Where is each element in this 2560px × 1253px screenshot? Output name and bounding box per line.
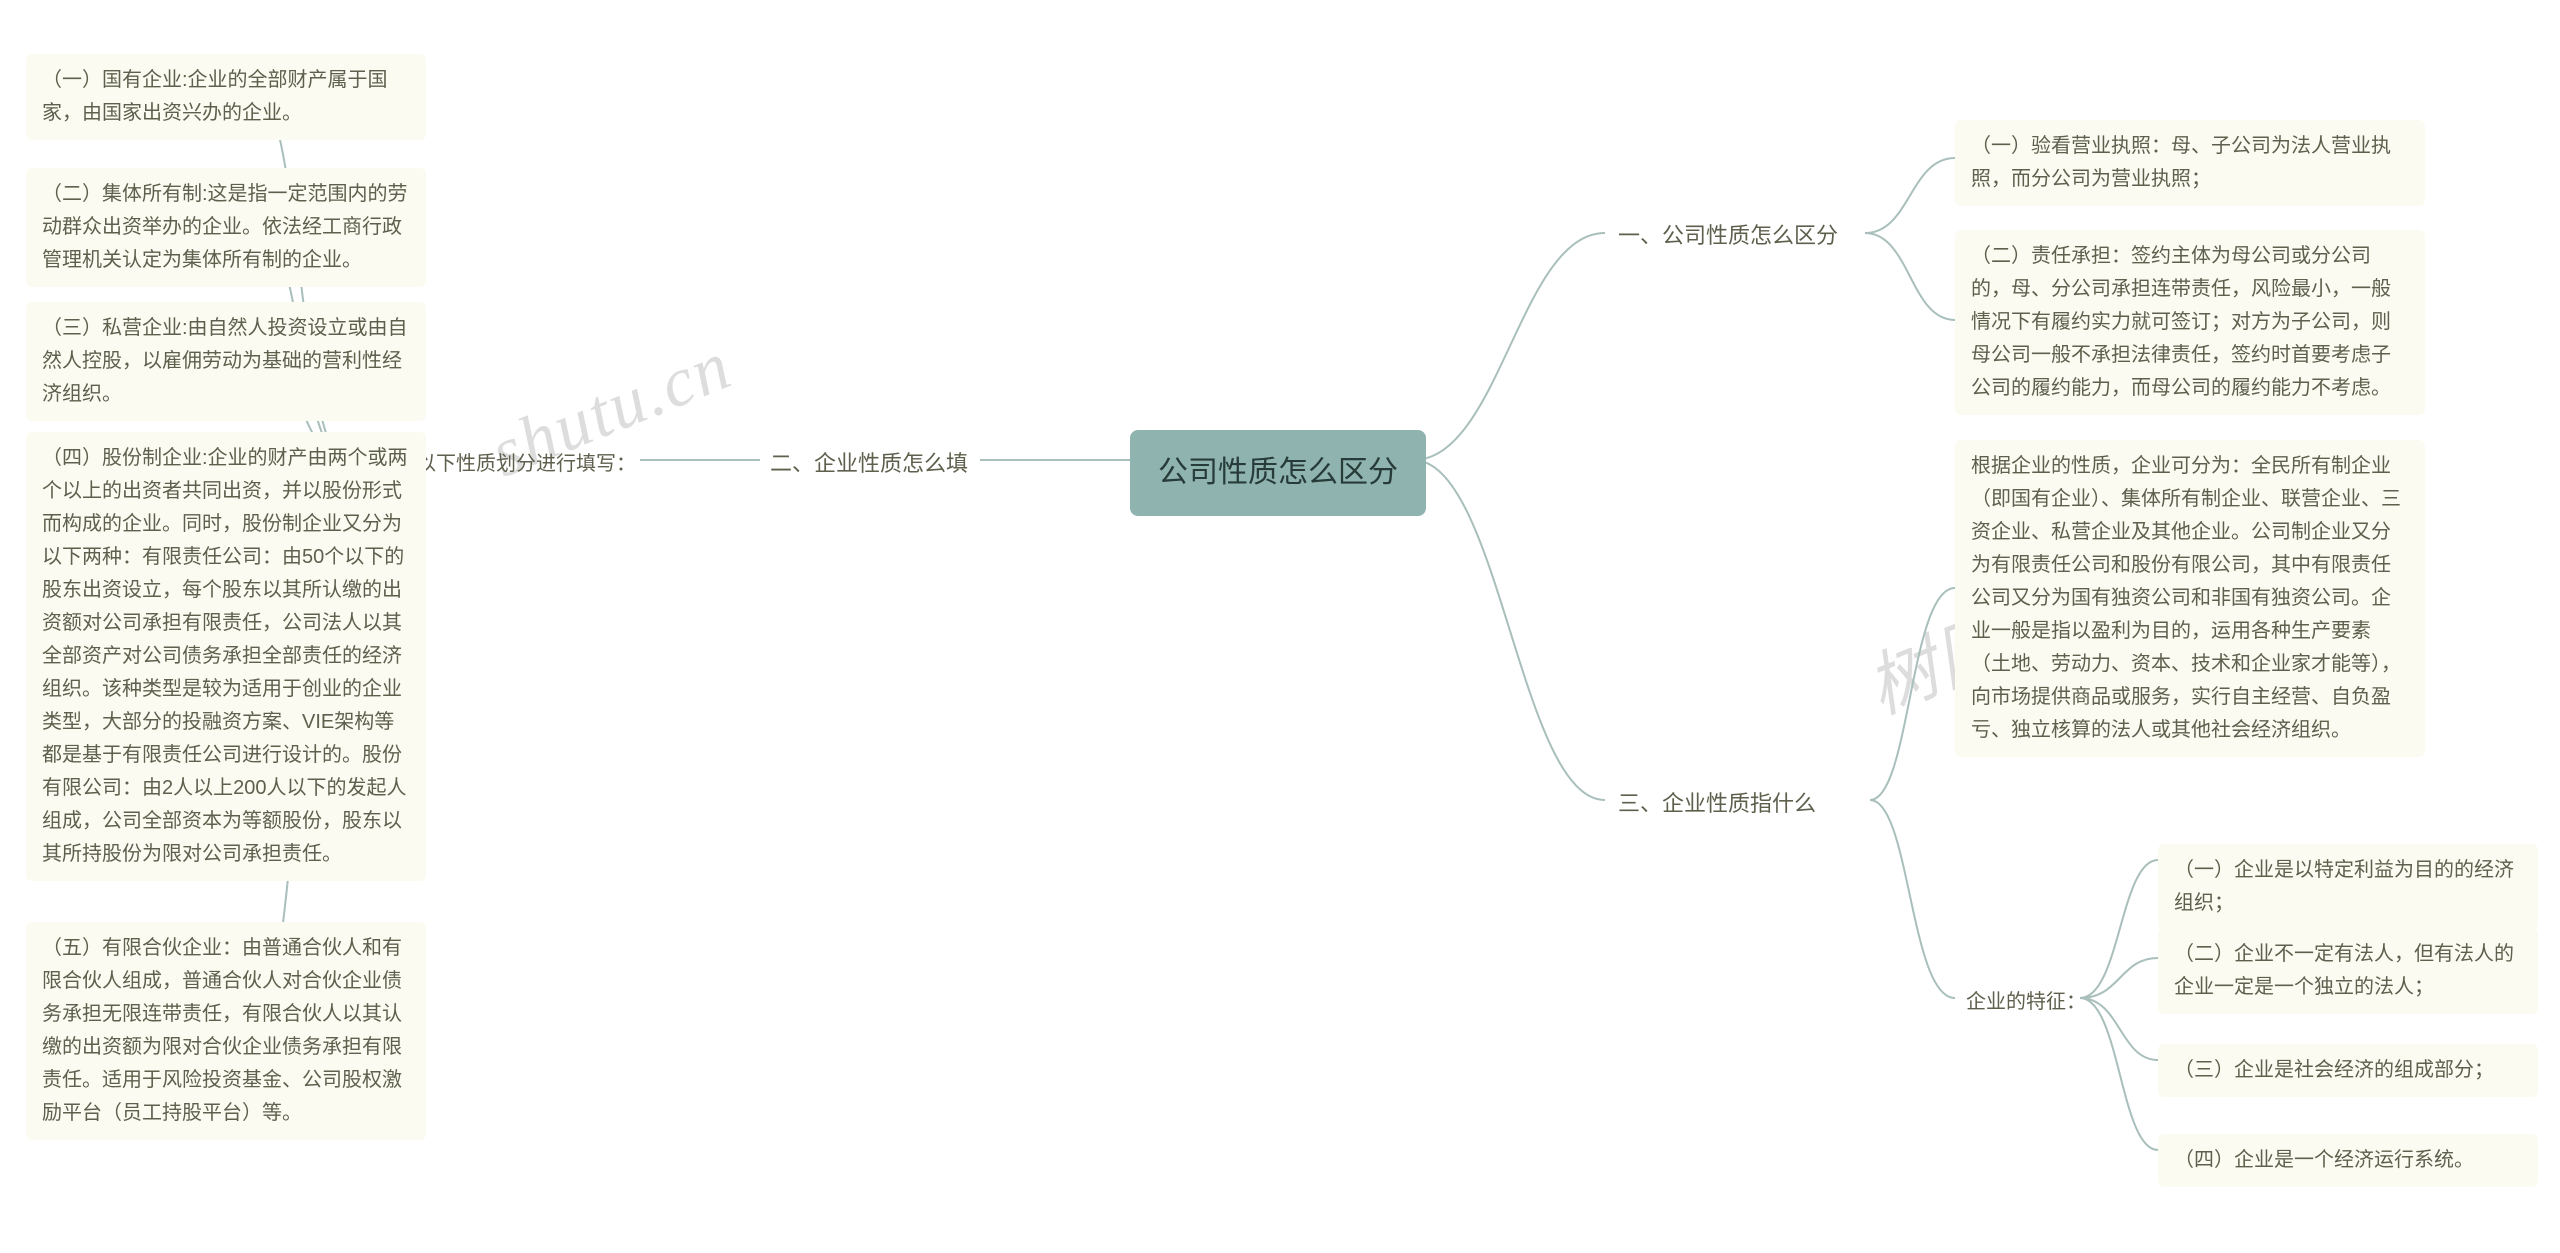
branch-2-label: 二、企业性质怎么填 (762, 442, 976, 486)
sub-item-e: （五）有限合伙企业：由普通合伙人和有限合伙人组成，普通合伙人对合伙企业债务承担无… (26, 922, 426, 1140)
branch-1-label: 一、公司性质怎么区分 (1610, 214, 1846, 258)
branch-1-leaf-a: （一）验看营业执照：母、子公司为法人营业执照，而分公司为营业执照； (1955, 120, 2425, 206)
sub-item-a: （一）国有企业:企业的全部财产属于国家，由国家出资兴办的企业。 (26, 54, 426, 140)
branch-3-features-label: 企业的特征： (1958, 982, 2094, 1023)
branch-3-intro: 根据企业的性质，企业可分为：全民所有制企业（即国有企业）、集体所有制企业、联营企… (1955, 440, 2425, 757)
feature-a: （一）企业是以特定利益为目的的经济组织； (2158, 844, 2538, 930)
feature-c: （三）企业是社会经济的组成部分； (2158, 1044, 2538, 1097)
feature-d: （四）企业是一个经济运行系统。 (2158, 1134, 2538, 1187)
mindmap-canvas: shutu.cn 树图 shutu.cn 公司性质怎么区分 一、公司性质怎么区分 (0, 0, 2560, 1253)
center-node: 公司性质怎么区分 (1130, 430, 1426, 516)
sub-item-c: （三）私营企业:由自然人投资设立或由自然人控股，以雇佣劳动为基础的营利性经济组织… (26, 302, 426, 421)
sub-item-b: （二）集体所有制:这是指一定范围内的劳动群众出资举办的企业。依法经工商行政管理机… (26, 168, 426, 287)
feature-b: （二）企业不一定有法人，但有法人的企业一定是一个独立的法人； (2158, 928, 2538, 1014)
branch-1-leaf-b: （二）责任承担：签约主体为母公司或分公司的，母、分公司承担连带责任，风险最小，一… (1955, 230, 2425, 415)
sub-item-d: （四）股份制企业:企业的财产由两个或两个以上的出资者共同出资，并以股份形式而构成… (26, 432, 426, 881)
branch-3-label: 三、企业性质指什么 (1610, 782, 1824, 826)
